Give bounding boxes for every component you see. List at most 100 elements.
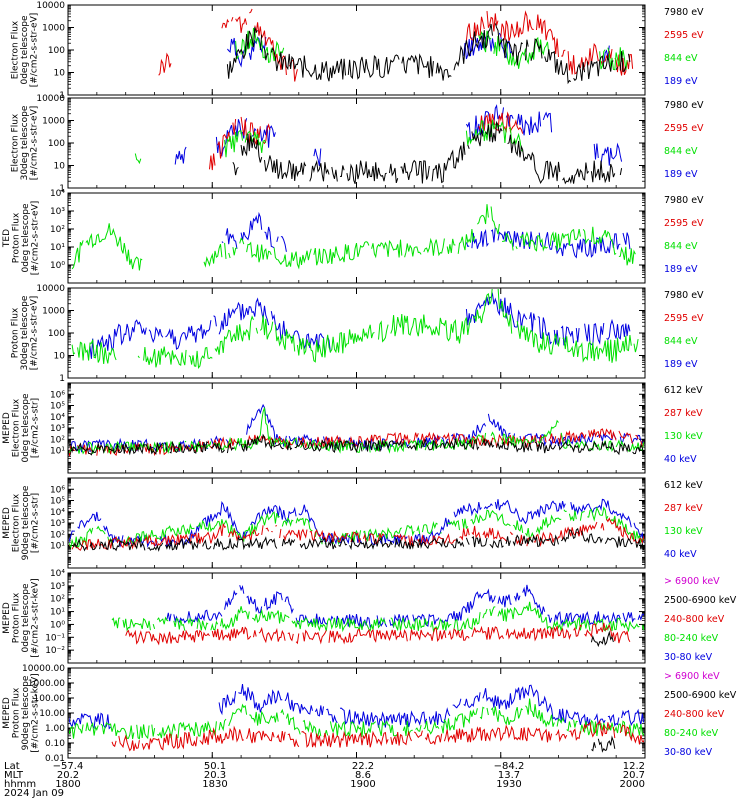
legend-entry: 30-80 keV: [664, 747, 713, 758]
y-tick-label: 1.00: [45, 724, 65, 734]
x-lat-3: −84.2: [494, 761, 525, 772]
legend-entry: 240-800 keV: [664, 709, 725, 720]
y-axis-label-line: [#/cm2-s-str]: [30, 493, 40, 553]
series-group: [134, 104, 623, 185]
legend-entry: 612 keV: [664, 385, 703, 396]
y-tick-label: 10¹: [50, 243, 65, 253]
legend-entry: > 6900 keV: [664, 576, 720, 587]
y-axis-label-line: MEPED: [2, 412, 12, 444]
plot-frame: [67, 477, 646, 569]
y-axis-label-line: Electron Flux: [11, 493, 21, 552]
legend-entry: 7980 eV: [664, 290, 704, 301]
x-hhmm-1: 1830: [202, 779, 227, 790]
panels-group: 1 10 100 1000 10000 Electron Flux 0deg telesco…: [2, 1, 737, 764]
x-lat-4: 12.2: [623, 761, 645, 772]
panel-8: 0.010.101.0010.00100.001000.0010000.00ME…: [2, 664, 737, 764]
y-tick-label: 10²: [50, 530, 65, 540]
y-tick-label: 10: [54, 162, 66, 172]
y-tick-label: 1: [59, 184, 65, 194]
x-mlt-1: 20.3: [204, 770, 226, 781]
legend-entry: 612 keV: [664, 480, 703, 491]
legend-entry: 844 eV: [664, 241, 698, 252]
y-tick-label: 100: [48, 139, 65, 149]
y-tick-label: 10000: [36, 284, 65, 294]
y-tick-label: 1: [59, 91, 65, 101]
panel-3: 10⁰ 10¹ 10² 10³ 10⁴ TEDProton Flux0deg telesc…: [2, 189, 704, 284]
x-hhmm-4: 2000: [620, 779, 645, 790]
y-tick-label: 10⁴: [50, 569, 65, 579]
y-tick-label: 10⁶: [50, 485, 65, 495]
legend-entry: 30-80 keV: [664, 652, 713, 663]
x-lat-1: 50.1: [204, 761, 226, 772]
y-axis-label-line: Proton Flux: [11, 307, 21, 358]
x-mlt-0: 20.2: [57, 770, 79, 781]
series-line-2: [69, 506, 644, 550]
y-tick-label: 1000: [42, 24, 65, 34]
y-tick-label: 10²: [50, 435, 65, 445]
legend-entry: > 6900 keV: [664, 671, 720, 682]
plot-frame: [67, 667, 646, 759]
y-tick-label: 10⁻²: [45, 646, 65, 656]
series-line-4: [232, 120, 623, 185]
x-row-label-date: 2024 Jan 09: [4, 788, 64, 799]
series-group: [69, 403, 644, 457]
y-tick-label: 10: [54, 69, 66, 79]
series-line-1: [166, 584, 644, 629]
legend-entry: 844 eV: [664, 53, 698, 64]
y-tick-label: 1: [59, 374, 65, 384]
y-axis-label-line: [#/cm2-s-str-eV]: [30, 13, 40, 88]
y-axis-label-line: 90deg telescope: [21, 485, 31, 560]
legend-entry: 189 eV: [664, 264, 698, 275]
legend-entry: 189 eV: [664, 76, 698, 87]
y-axis-label-line: [#/cm2-s-str-eV]: [30, 201, 40, 276]
plot-frame: [67, 572, 646, 664]
x-hhmm-3: 1930: [496, 779, 521, 790]
series-line-1: [221, 211, 631, 259]
series-line-2: [111, 601, 644, 633]
series-group: [158, 8, 634, 85]
series-line-3: [111, 719, 644, 752]
y-tick-label: 10000: [36, 1, 65, 11]
plot-frame: [67, 97, 646, 189]
series-line-3: [125, 622, 631, 646]
y-tick-label: 10000.00: [22, 664, 65, 674]
y-tick-label: 10⁴: [50, 189, 65, 199]
legend-entry: 844 eV: [664, 146, 698, 157]
y-tick-label: 10⁰: [50, 261, 65, 271]
series-line-3: [69, 517, 644, 551]
y-axis-label-line: 0deg telescope: [21, 203, 31, 273]
series-line-4: [69, 433, 644, 456]
y-tick-label: 10⁰: [50, 620, 65, 630]
legend-entry: 287 keV: [664, 503, 703, 514]
y-axis-label-line: MEPED: [2, 602, 12, 634]
x-hhmm-2: 1900: [350, 779, 375, 790]
x-lat-0: −57.4: [53, 761, 84, 772]
y-tick-label: 10: [54, 352, 66, 362]
y-tick-label: 1000.00: [28, 679, 65, 689]
series-group: [71, 204, 636, 271]
y-axis-label-line: Electron Flux: [11, 113, 21, 172]
y-axis-label-line: 0deg telescope: [21, 583, 31, 653]
legend-entry: 287 keV: [664, 408, 703, 419]
y-axis-label-line: [#/cm2-s-str-eV]: [30, 296, 40, 371]
legend-entry: 80-240 keV: [664, 633, 719, 644]
y-tick-label: 10⁴: [50, 413, 65, 423]
panel-7: 10⁻² 10⁻¹ 10⁰ 10¹ 10² 10³ 10⁴ MEPEDProton Flux0…: [2, 569, 737, 664]
y-tick-label: 10¹: [50, 447, 65, 457]
x-row-label-mlt: MLT: [4, 770, 24, 781]
y-axis-label-line: Proton Flux: [11, 687, 21, 738]
y-tick-label: 10⁻¹: [45, 633, 65, 643]
series-line-2: [71, 204, 636, 271]
legend-entry: 7980 eV: [664, 100, 704, 111]
y-tick-label: 10³: [50, 207, 65, 217]
legend-entry: 130 keV: [664, 526, 703, 537]
y-tick-label: 10⁶: [50, 390, 65, 400]
x-row-label-lat: Lat: [4, 761, 20, 772]
y-tick-label: 100: [48, 46, 65, 56]
y-tick-label: 10⁴: [50, 508, 65, 518]
legend-entry: 40 keV: [664, 454, 697, 465]
legend-entry: 2595 eV: [664, 30, 704, 41]
